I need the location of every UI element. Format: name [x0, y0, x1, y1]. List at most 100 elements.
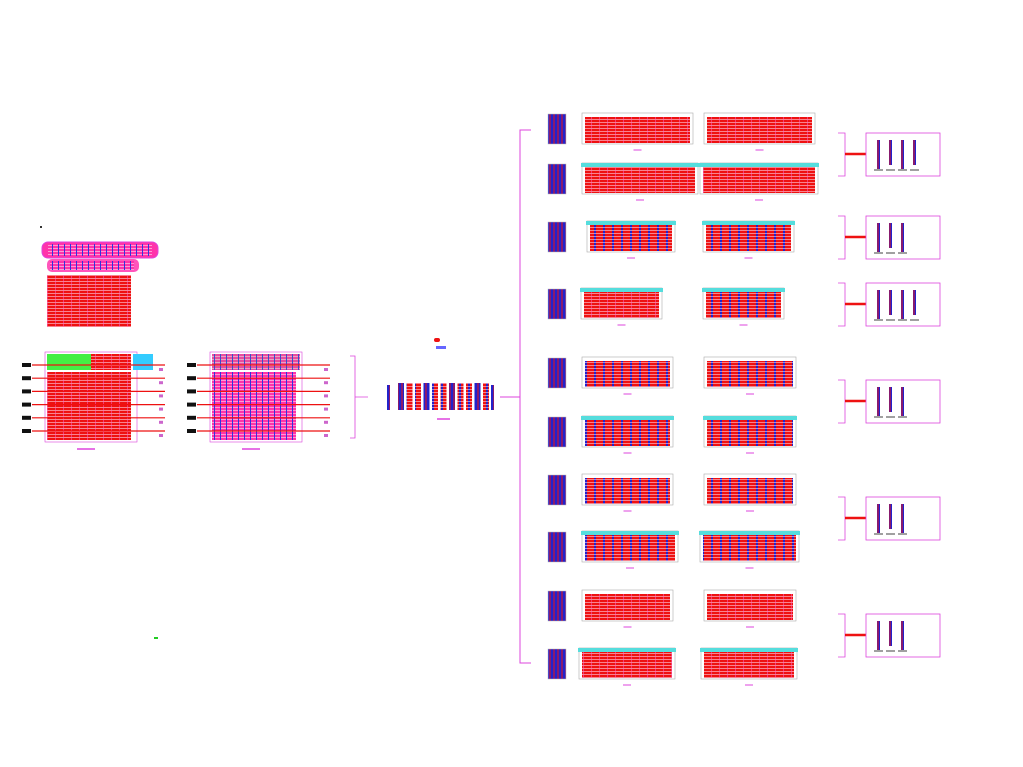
level-tag — [22, 389, 31, 394]
level-tag — [22, 376, 31, 381]
detail-tower — [913, 290, 916, 315]
level-tag — [187, 429, 196, 433]
elevation-body — [585, 361, 670, 387]
center-tower — [387, 385, 390, 410]
detail-tower — [889, 140, 892, 165]
level-label — [324, 368, 328, 371]
detail-tower — [877, 621, 880, 650]
elevation-body — [707, 361, 793, 387]
elevation-body — [704, 652, 794, 678]
bracket — [350, 355, 368, 439]
green-mark — [154, 637, 158, 639]
center-tower — [398, 383, 404, 410]
elevation-outline — [703, 356, 797, 389]
plan-block — [48, 244, 152, 256]
elevation-body — [707, 117, 812, 143]
level-tag — [22, 402, 31, 407]
detail-tower — [901, 621, 904, 650]
tower — [547, 416, 567, 448]
center-tower — [491, 385, 494, 410]
elevation-body — [585, 167, 695, 193]
elevation-body — [585, 117, 690, 143]
roof — [581, 416, 674, 420]
level-tag — [187, 376, 196, 381]
detail-box — [865, 282, 941, 327]
elevation-outline — [581, 112, 694, 145]
detail-tower — [877, 387, 880, 416]
roof — [702, 288, 785, 292]
tower — [547, 531, 567, 563]
detail-tower — [889, 223, 892, 248]
roof — [581, 163, 699, 167]
marker — [40, 226, 42, 228]
detail-tower — [889, 504, 892, 529]
level-tag — [22, 363, 31, 367]
elevation-outline — [581, 356, 674, 389]
center-tower — [474, 383, 481, 410]
detail-tower — [889, 387, 892, 412]
detail-tower — [901, 223, 904, 252]
center-tower — [449, 383, 455, 410]
elevation-body — [706, 292, 781, 318]
level-tag — [22, 429, 31, 433]
elevation-body — [212, 372, 296, 440]
elevation-outline — [703, 473, 797, 506]
level-tag — [187, 389, 196, 394]
elevation-top — [91, 354, 131, 370]
level-label — [324, 434, 328, 437]
level-label — [159, 368, 163, 371]
detail-tower — [889, 290, 892, 315]
elevation-body — [585, 535, 675, 561]
elevation-top — [212, 354, 300, 370]
center-tower — [415, 383, 421, 410]
center-tower — [483, 383, 489, 410]
elevation-body — [707, 420, 793, 446]
detail-box — [865, 496, 941, 541]
elevation-body — [706, 225, 791, 251]
level-tag — [187, 415, 196, 420]
elevation-top — [133, 354, 153, 370]
elevation-outline — [581, 589, 674, 622]
tower — [547, 474, 567, 506]
tower — [547, 113, 567, 145]
roof — [699, 531, 800, 535]
elevation-body — [585, 478, 670, 504]
roof — [586, 221, 676, 225]
level-label — [159, 407, 163, 411]
elevation-outline — [703, 112, 816, 145]
center-tower — [440, 383, 447, 410]
elevation-body — [47, 372, 131, 440]
detail-box — [865, 379, 941, 424]
roof — [703, 416, 797, 420]
center-tower — [432, 383, 438, 410]
roof — [699, 163, 819, 167]
elevation-outline — [581, 473, 674, 506]
tower — [547, 288, 567, 320]
detail-tower — [889, 621, 892, 646]
roof — [700, 648, 798, 652]
center-tower — [406, 383, 413, 410]
detail-tower — [901, 290, 904, 319]
elevation-body — [585, 420, 670, 446]
detail-tower — [901, 504, 904, 533]
elevation-body — [590, 225, 672, 251]
center-tower — [457, 383, 464, 410]
elevation-outline — [44, 351, 138, 443]
center-tower — [466, 383, 472, 410]
level-label — [159, 434, 163, 437]
detail-tower — [901, 387, 904, 416]
level-label — [324, 407, 328, 411]
elevation-body — [707, 478, 793, 504]
detail-tower — [913, 140, 916, 165]
detail-tower — [901, 140, 904, 169]
detail-tower — [877, 223, 880, 252]
level-tag — [187, 363, 196, 367]
tower — [547, 357, 567, 389]
roof — [580, 288, 663, 292]
elevation-outline — [209, 351, 303, 443]
trunk — [500, 129, 531, 664]
level-label — [159, 381, 163, 385]
level-label — [324, 381, 328, 385]
elevation-body — [582, 652, 672, 678]
